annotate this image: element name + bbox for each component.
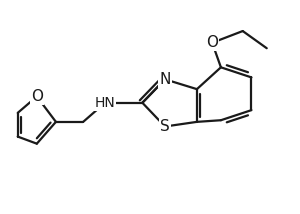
Text: S: S <box>160 119 170 134</box>
Text: O: O <box>31 89 43 104</box>
Text: HN: HN <box>94 96 116 110</box>
Text: N: N <box>159 72 171 87</box>
Text: O: O <box>206 35 218 50</box>
